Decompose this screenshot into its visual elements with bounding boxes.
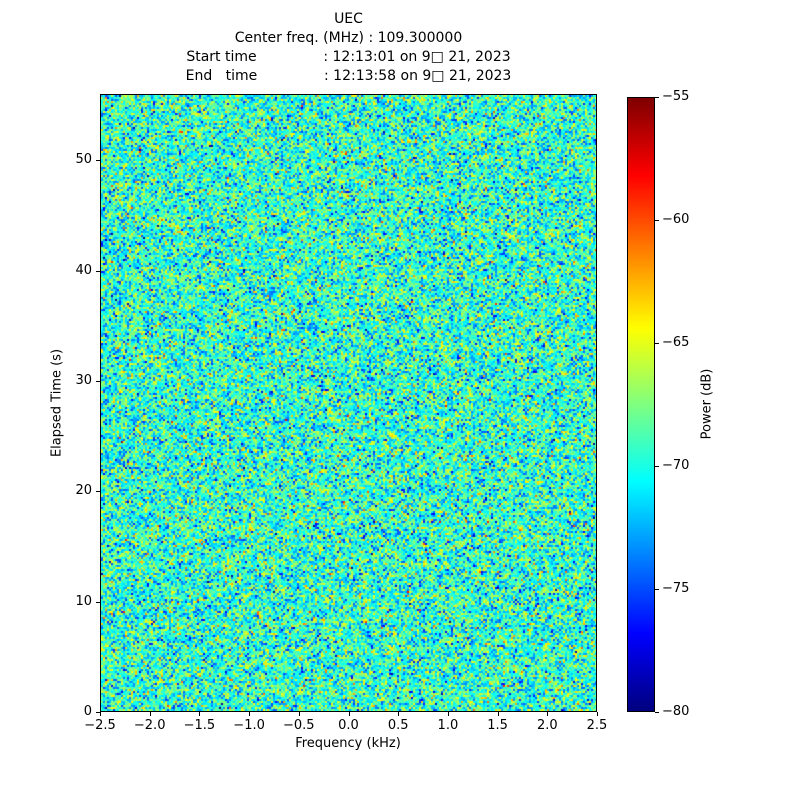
x-tick-mark (100, 712, 101, 716)
y-tick-label: 20 (75, 483, 92, 499)
y-tick-mark (96, 491, 100, 493)
x-tick-label: −2.5 (84, 718, 116, 733)
y-tick-mark (96, 380, 100, 382)
x-tick-label: −2.0 (133, 718, 166, 733)
x-tick-label: 0.0 (338, 718, 359, 733)
colorbar-tick-mark (655, 466, 659, 467)
x-tick-label: 1.0 (437, 718, 459, 733)
y-tick-label: 50 (75, 152, 92, 168)
colorbar-label: Power (dB) (699, 368, 715, 440)
x-tick-mark (249, 712, 251, 716)
y-tick-mark (96, 601, 100, 603)
figure-header: UEC Center freq. (MHz) : 109.300000 Star… (100, 10, 597, 86)
x-tick-mark (447, 712, 449, 716)
x-tick-mark (149, 712, 151, 716)
x-tick-label: 2.5 (586, 718, 608, 733)
x-tick-label: −0.5 (283, 718, 315, 733)
colorbar-tick-label: −55 (662, 89, 690, 104)
x-tick-mark (199, 712, 201, 716)
x-tick-label: 2.0 (536, 718, 558, 733)
colorbar-tick-mark (655, 589, 659, 590)
y-tick-label: 10 (75, 593, 92, 609)
center-freq-line: Center freq. (MHz) : 109.300000 (234, 30, 463, 46)
x-tick-mark (497, 712, 499, 716)
colorbar-tick-label: −65 (662, 335, 690, 350)
end-time-line: End time : 12:13:58 on 9□ 21, 2023 (185, 68, 512, 84)
colorbar (627, 97, 655, 712)
colorbar-tick-label: −80 (662, 704, 690, 719)
y-axis-label: Elapsed Time (s) (49, 348, 65, 458)
colorbar-tick-mark (655, 712, 659, 713)
start-time-line: Start time : 12:13:01 on 9□ 21, 2023 (186, 49, 511, 65)
x-tick-label: −1.0 (233, 718, 265, 733)
x-tick-label: 1.5 (487, 718, 508, 733)
y-tick-label: 30 (75, 372, 92, 388)
x-tick-mark (597, 712, 598, 716)
spectrogram-heatmap-canvas (101, 95, 596, 711)
colorbar-tick-label: −75 (662, 581, 690, 596)
colorbar-tick-mark (655, 220, 659, 221)
y-tick-label: 40 (75, 262, 92, 278)
colorbar-gradient-canvas (628, 98, 654, 711)
y-tick-mark (96, 160, 100, 162)
colorbar-tick-mark (655, 97, 659, 98)
colorbar-tick-label: −60 (662, 212, 690, 227)
colorbar-tick-label: −70 (662, 458, 690, 473)
colorbar-tick-mark (655, 343, 659, 344)
x-axis-label: Frequency (kHz) (295, 736, 401, 751)
x-tick-mark (298, 712, 300, 716)
plot-area (100, 94, 597, 712)
x-tick-mark (547, 712, 549, 716)
y-tick-mark (96, 712, 100, 713)
y-tick-label: 0 (83, 704, 92, 719)
plot-title: UEC (334, 11, 363, 27)
x-tick-mark (398, 712, 400, 716)
x-tick-label: 0.5 (387, 718, 409, 733)
x-tick-label: −1.5 (183, 718, 216, 733)
x-tick-mark (348, 712, 350, 716)
y-tick-mark (96, 270, 100, 272)
